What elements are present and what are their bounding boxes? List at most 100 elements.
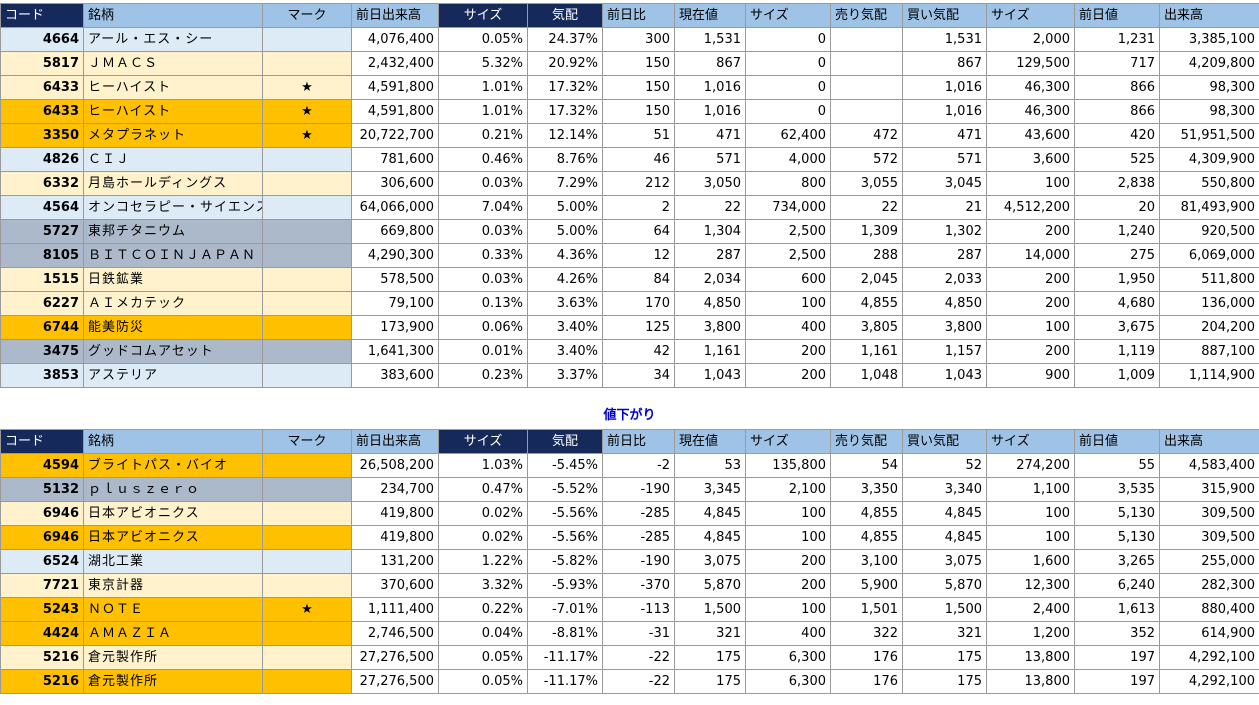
- change-cell[interactable]: -190: [602, 477, 675, 502]
- quote-pct-cell[interactable]: -5.45%: [527, 453, 603, 478]
- volume-cell[interactable]: 511,800: [1159, 267, 1259, 292]
- prev-close-cell[interactable]: 1,950: [1074, 267, 1160, 292]
- ask-cell[interactable]: [830, 75, 903, 100]
- current-size-cell[interactable]: 0: [745, 27, 831, 52]
- bid-size-cell[interactable]: 1,600: [986, 549, 1075, 574]
- prev-volume-cell[interactable]: 4,290,300: [351, 243, 439, 268]
- change-cell[interactable]: 42: [602, 339, 675, 364]
- stock-name-cell[interactable]: ＣＩＪ: [83, 147, 263, 172]
- prev-close-cell[interactable]: 420: [1074, 123, 1160, 148]
- code-cell[interactable]: 6946: [0, 501, 84, 526]
- prev-volume-cell[interactable]: 4,591,800: [351, 75, 439, 100]
- quote-pct-cell[interactable]: -5.93%: [527, 573, 603, 598]
- current-price-cell[interactable]: 5,870: [674, 573, 746, 598]
- current-size-cell[interactable]: 2,500: [745, 219, 831, 244]
- bid-size-cell[interactable]: 14,000: [986, 243, 1075, 268]
- size-pct-cell[interactable]: 0.21%: [438, 123, 528, 148]
- stock-name-cell[interactable]: ｐｌｕｓｚｅｒｏ: [83, 477, 263, 502]
- size-pct-cell[interactable]: 0.13%: [438, 291, 528, 316]
- prev-volume-cell[interactable]: 781,600: [351, 147, 439, 172]
- table-row[interactable]: 5132 ｐｌｕｓｚｅｒｏ 234,700 0.47% -5.52% -190 3,345 2…: [0, 477, 1259, 502]
- current-price-cell[interactable]: 471: [674, 123, 746, 148]
- table-row[interactable]: 6227 ＡＩメカテック 79,100 0.13% 3.63% 170 4,850 100 4,…: [0, 291, 1259, 316]
- change-cell[interactable]: -22: [602, 669, 675, 694]
- quote-pct-cell[interactable]: -11.17%: [527, 669, 603, 694]
- size-pct-cell[interactable]: 7.04%: [438, 195, 528, 220]
- header-prev-volume[interactable]: 前日出来高: [351, 429, 439, 454]
- current-price-cell[interactable]: 1,043: [674, 363, 746, 388]
- stock-name-cell[interactable]: 日本アビオニクス: [83, 525, 263, 550]
- current-size-cell[interactable]: 400: [745, 621, 831, 646]
- current-price-cell[interactable]: 175: [674, 645, 746, 670]
- code-cell[interactable]: 3853: [0, 363, 84, 388]
- quote-pct-cell[interactable]: -11.17%: [527, 645, 603, 670]
- quote-pct-cell[interactable]: -8.81%: [527, 621, 603, 646]
- change-cell[interactable]: 170: [602, 291, 675, 316]
- prev-close-cell[interactable]: 5,130: [1074, 501, 1160, 526]
- bid-size-cell[interactable]: 4,512,200: [986, 195, 1075, 220]
- current-size-cell[interactable]: 135,800: [745, 453, 831, 478]
- volume-cell[interactable]: 4,292,100: [1159, 669, 1259, 694]
- prev-close-cell[interactable]: 275: [1074, 243, 1160, 268]
- bid-cell[interactable]: 471: [902, 123, 987, 148]
- stock-name-cell[interactable]: 月島ホールディングス: [83, 171, 263, 196]
- header-mark[interactable]: マーク: [262, 3, 352, 28]
- change-cell[interactable]: 84: [602, 267, 675, 292]
- size-pct-cell[interactable]: 0.05%: [438, 27, 528, 52]
- table-row[interactable]: 1515 日鉄鉱業 578,500 0.03% 4.26% 84 2,034 600 2,045…: [0, 267, 1259, 292]
- table-row[interactable]: 5216 倉元製作所 27,276,500 0.05% -11.17% -22 175 6,3…: [0, 645, 1259, 670]
- table-row[interactable]: 3350 メタプラネット ★ 20,722,700 0.21% 12.14% 51 471 62…: [0, 123, 1259, 148]
- bid-cell[interactable]: 3,340: [902, 477, 987, 502]
- current-size-cell[interactable]: 6,300: [745, 645, 831, 670]
- code-cell[interactable]: 4594: [0, 453, 84, 478]
- change-cell[interactable]: -2: [602, 453, 675, 478]
- header-current-size[interactable]: サイズ: [745, 3, 831, 28]
- prev-volume-cell[interactable]: 64,066,000: [351, 195, 439, 220]
- code-cell[interactable]: 6332: [0, 171, 84, 196]
- bid-size-cell[interactable]: 200: [986, 339, 1075, 364]
- header-ask[interactable]: 売り気配: [830, 3, 903, 28]
- code-cell[interactable]: 1515: [0, 267, 84, 292]
- prev-close-cell[interactable]: 4,680: [1074, 291, 1160, 316]
- header-mark[interactable]: マーク: [262, 429, 352, 454]
- change-cell[interactable]: -370: [602, 573, 675, 598]
- prev-close-cell[interactable]: 20: [1074, 195, 1160, 220]
- bid-size-cell[interactable]: 3,600: [986, 147, 1075, 172]
- header-size-pct[interactable]: サイズ: [438, 3, 528, 28]
- star-mark[interactable]: ★: [262, 75, 352, 100]
- volume-cell[interactable]: 309,500: [1159, 501, 1259, 526]
- code-cell[interactable]: 6433: [0, 75, 84, 100]
- change-cell[interactable]: 46: [602, 147, 675, 172]
- bid-size-cell[interactable]: 2,400: [986, 597, 1075, 622]
- size-pct-cell[interactable]: 0.04%: [438, 621, 528, 646]
- current-price-cell[interactable]: 1,016: [674, 99, 746, 124]
- star-mark[interactable]: [262, 549, 352, 574]
- bid-size-cell[interactable]: 1,100: [986, 477, 1075, 502]
- bid-size-cell[interactable]: 12,300: [986, 573, 1075, 598]
- code-cell[interactable]: 3475: [0, 339, 84, 364]
- header-name[interactable]: 銘柄: [83, 3, 263, 28]
- bid-size-cell[interactable]: 100: [986, 525, 1075, 550]
- bid-cell[interactable]: 1,302: [902, 219, 987, 244]
- prev-volume-cell[interactable]: 79,100: [351, 291, 439, 316]
- stock-name-cell[interactable]: ＢＩＴＣＯＩＮＪＡＰＡＮ: [83, 243, 263, 268]
- header-volume[interactable]: 出来高: [1159, 429, 1259, 454]
- header-change[interactable]: 前日比: [602, 3, 675, 28]
- bid-cell[interactable]: 175: [902, 669, 987, 694]
- prev-close-cell[interactable]: 5,130: [1074, 525, 1160, 550]
- header-volume[interactable]: 出来高: [1159, 3, 1259, 28]
- stock-name-cell[interactable]: 日鉄鉱業: [83, 267, 263, 292]
- ask-cell[interactable]: 1,161: [830, 339, 903, 364]
- volume-cell[interactable]: 3,385,100: [1159, 27, 1259, 52]
- header-name[interactable]: 銘柄: [83, 429, 263, 454]
- change-cell[interactable]: 212: [602, 171, 675, 196]
- prev-close-cell[interactable]: 717: [1074, 51, 1160, 76]
- volume-cell[interactable]: 920,500: [1159, 219, 1259, 244]
- bid-cell[interactable]: 1,016: [902, 75, 987, 100]
- prev-close-cell[interactable]: 1,009: [1074, 363, 1160, 388]
- volume-cell[interactable]: 255,000: [1159, 549, 1259, 574]
- ask-cell[interactable]: 54: [830, 453, 903, 478]
- size-pct-cell[interactable]: 0.03%: [438, 267, 528, 292]
- code-cell[interactable]: 4826: [0, 147, 84, 172]
- bid-cell[interactable]: 1,157: [902, 339, 987, 364]
